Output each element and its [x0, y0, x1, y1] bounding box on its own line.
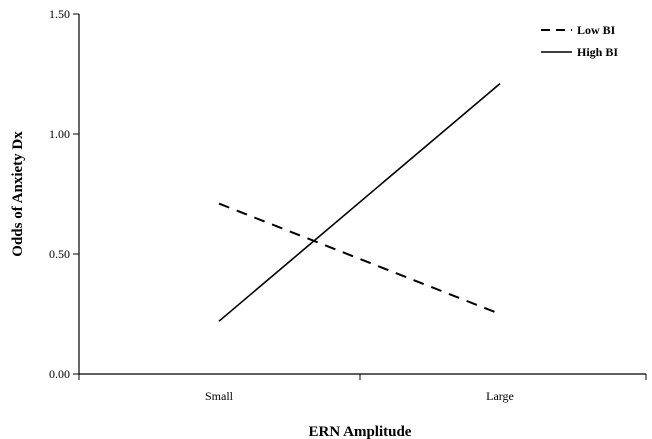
y-tick-label: 1.00 [49, 127, 70, 141]
legend-label-high-bi: High BI [577, 45, 618, 59]
y-tick-label: 0.50 [49, 247, 70, 261]
legend: Low BI High BI [541, 23, 618, 59]
x-tick-label: Large [486, 389, 514, 403]
series-line-high-bi [219, 84, 500, 322]
series-line-low-bi [219, 204, 500, 314]
x-axis-ticks: Small Large [79, 374, 646, 403]
y-axis-label: Odds of Anxiety Dx [10, 131, 26, 257]
x-tick-label: Small [205, 389, 234, 403]
y-tick-label: 0.00 [49, 367, 70, 381]
legend-label-low-bi: Low BI [577, 23, 616, 37]
x-axis-label: ERN Amplitude [309, 424, 412, 439]
y-tick-label: 1.50 [49, 7, 70, 21]
series-group [219, 84, 500, 322]
y-axis-ticks: 0.00 0.50 1.00 1.50 [49, 7, 79, 381]
